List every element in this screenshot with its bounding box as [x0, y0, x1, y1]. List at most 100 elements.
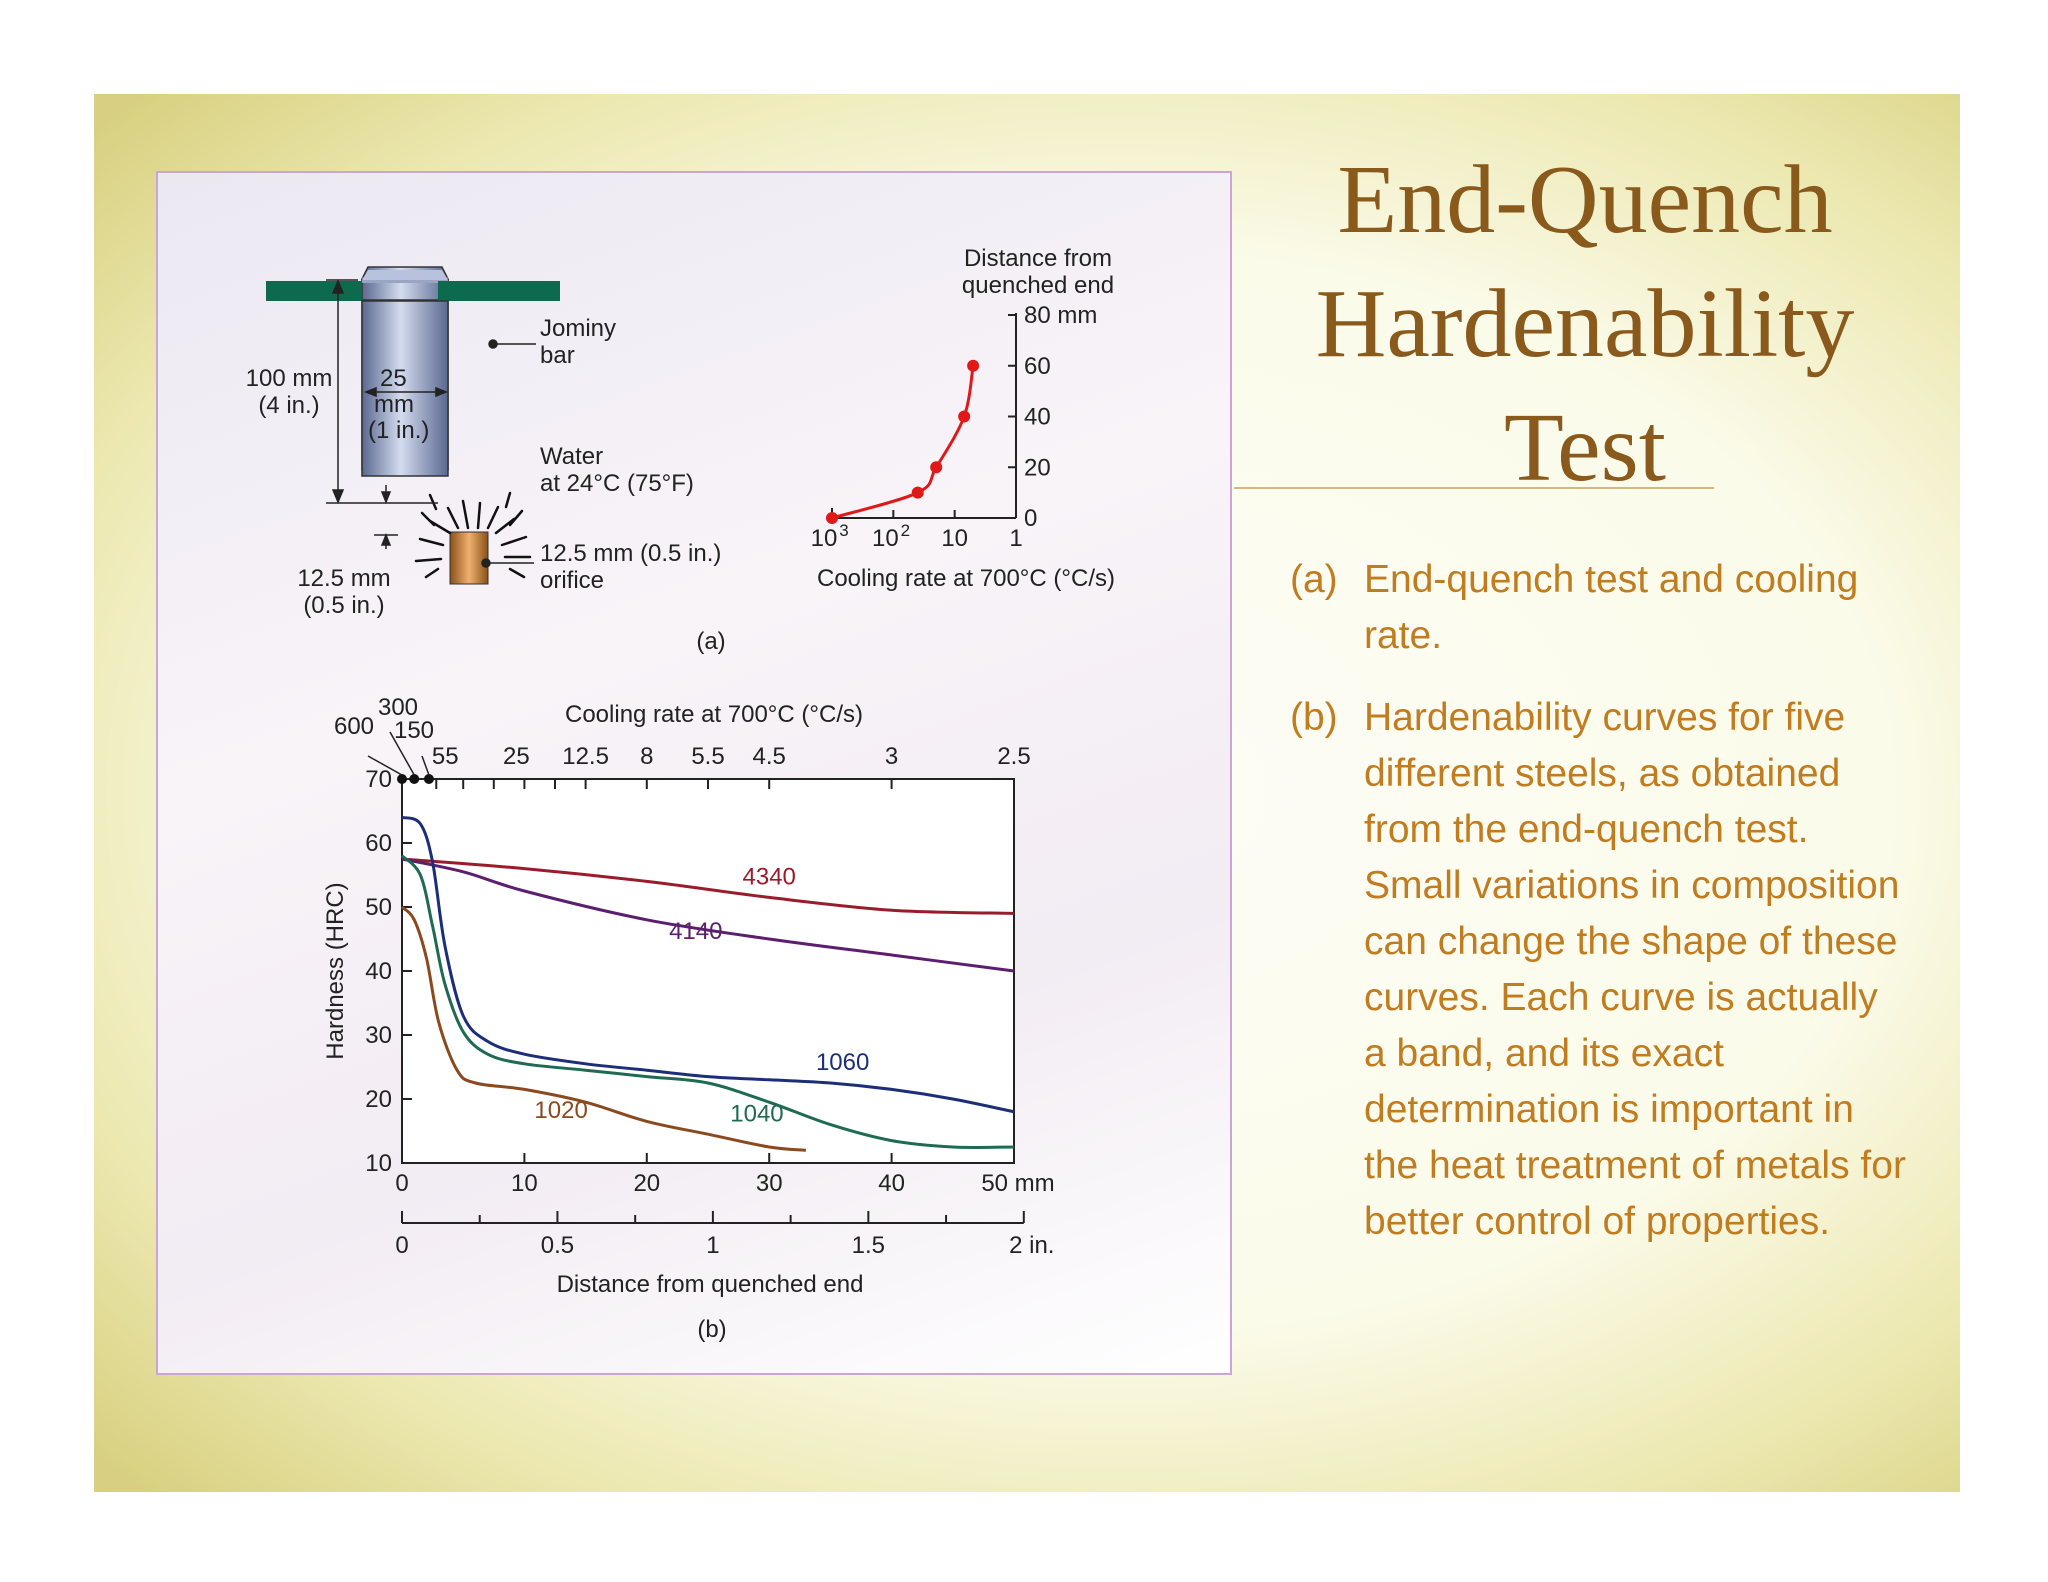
- series-line-1040: [400, 854, 1015, 1149]
- high-rate-leader: [367, 755, 403, 776]
- inset-curve: [831, 365, 975, 520]
- x-tick-label: 30: [756, 1170, 783, 1197]
- inset-x-tick-label: 10: [811, 525, 838, 552]
- inset-y-tick-label: 60: [1024, 353, 1051, 380]
- inset-ylabel-1: Distance from: [964, 245, 1112, 272]
- y-tick-label: 60: [365, 830, 392, 857]
- inset-point: [967, 359, 980, 372]
- series-line-4140: [401, 857, 1015, 973]
- gap-label-2: (0.5 in.): [303, 592, 384, 619]
- y-tick-label: 70: [365, 766, 392, 793]
- part-label-b: (b): [697, 1316, 726, 1343]
- high-rate-label: 600: [334, 713, 374, 740]
- inset-xlabel: Cooling rate at 700°C (°C/s): [817, 565, 1115, 592]
- height-label-2: (4 in.): [258, 392, 319, 419]
- top-tick-label: 3: [885, 743, 898, 770]
- x-tick-label: 10: [511, 1170, 538, 1197]
- inset-y-tick-label: 40: [1024, 404, 1051, 431]
- title-line-3: Test: [1504, 394, 1666, 502]
- high-rate-leader: [421, 755, 430, 776]
- y-tick-label: 30: [365, 1022, 392, 1049]
- x-axis-label: Distance from quenched end: [557, 1271, 864, 1298]
- inset-point: [930, 461, 943, 474]
- top-tick-label: 4.5: [753, 743, 786, 770]
- orifice-label-1: 12.5 mm (0.5 in.): [540, 540, 721, 567]
- high-rate-dot: [423, 774, 434, 784]
- bar-label-2: bar: [540, 342, 575, 369]
- water-spray: [414, 491, 532, 579]
- diameter-label-3: (1 in.): [368, 417, 429, 444]
- top-tick-label: 12.5: [562, 743, 609, 770]
- figure-panel: 25 mm (1 in.) 100 mm (4 in.) Jominy bar …: [156, 171, 1232, 1375]
- inset-y-tick-label: 20: [1024, 454, 1051, 481]
- inch-tick-label: 1: [706, 1232, 719, 1259]
- inset-x-tick-label: 1: [1009, 525, 1022, 552]
- inset-ylabel-2: quenched end: [962, 272, 1114, 299]
- inset-x-tick-label: 10: [872, 525, 899, 552]
- high-rate-dot: [397, 774, 407, 784]
- caption-item-b: (b) Hardenability curves for five differ…: [1290, 690, 1910, 1250]
- series-label-4340: 4340: [743, 864, 796, 891]
- caption-list: (a) End-quench test and cooling rate. (b…: [1290, 552, 1910, 1276]
- caption-label-a: (a): [1290, 558, 1338, 601]
- series-line-4340: [401, 857, 1015, 915]
- inset-y-tick-label: 80 mm: [1024, 302, 1097, 329]
- inch-tick-label: 1.5: [852, 1232, 885, 1259]
- high-rate-leader: [389, 731, 415, 776]
- high-rate-label: 150: [394, 717, 434, 744]
- figure-svg: 25 mm (1 in.) 100 mm (4 in.) Jominy bar …: [246, 245, 1115, 1343]
- top-tick-label: 25: [503, 743, 530, 770]
- x-tick-label: 50 mm: [981, 1170, 1054, 1197]
- inset-x-tick-exponent: 2: [901, 521, 910, 540]
- title-line-2: Hardenability: [1315, 270, 1855, 378]
- title-line-1: End-Quench: [1337, 146, 1833, 254]
- support-inner: [438, 281, 448, 301]
- y-tick-label: 20: [365, 1086, 392, 1113]
- inset-cooling-chart: Distance from quenched end Cooling rate …: [811, 245, 1115, 592]
- top-axis-label: Cooling rate at 700°C (°C/s): [565, 701, 863, 728]
- diameter-label-2: mm: [374, 391, 414, 418]
- caption-text-b: Hardenability curves for five different …: [1364, 696, 1906, 1243]
- y-tick-label: 50: [365, 894, 392, 921]
- support-right: [448, 281, 560, 301]
- caption-label-b: (b): [1290, 696, 1338, 739]
- caption-text-a: End-quench test and cooling rate.: [1364, 558, 1859, 657]
- slide-title: End-Quench Hardenability Test: [1240, 138, 1930, 510]
- water-label-2: at 24°C (75°F): [540, 470, 694, 497]
- series-line-1060: [401, 815, 1015, 1114]
- inch-tick-label: 0: [395, 1232, 408, 1259]
- caption-item-a: (a) End-quench test and cooling rate.: [1290, 552, 1910, 664]
- orifice-label-2: orifice: [540, 567, 604, 594]
- jominy-apparatus: 25 mm (1 in.) 100 mm (4 in.) Jominy bar …: [246, 266, 721, 619]
- series-label-1020: 1020: [534, 1097, 587, 1124]
- bar-label-1: Jominy: [540, 315, 616, 342]
- inch-tick-label: 2 in.: [1009, 1232, 1054, 1259]
- high-rate-label: 300: [378, 694, 418, 721]
- plot-area: [401, 778, 1015, 1164]
- x-tick-label: 0: [395, 1170, 408, 1197]
- support-left: [266, 281, 362, 301]
- inset-x-tick-label: 10: [941, 525, 968, 552]
- height-label-1: 100 mm: [246, 365, 333, 392]
- top-tick-label: 5.5: [691, 743, 724, 770]
- inset-point: [826, 512, 838, 524]
- inset-point: [958, 410, 971, 423]
- gap-label-1: 12.5 mm: [297, 565, 390, 592]
- water-label-1: Water: [540, 443, 603, 470]
- top-tick-label: 8: [640, 743, 653, 770]
- jominy-bar-rim: [362, 280, 448, 283]
- series-label-1060: 1060: [816, 1049, 869, 1076]
- series-label-1040: 1040: [730, 1100, 783, 1127]
- title-underline: [1234, 487, 1714, 489]
- water-nozzle: [449, 531, 489, 585]
- dimension-lines: [326, 279, 536, 568]
- y-tick-label: 10: [365, 1150, 392, 1177]
- y-tick-label: 40: [365, 958, 392, 985]
- inset-x-tick-exponent: 3: [839, 521, 848, 540]
- x-tick-label: 40: [878, 1170, 905, 1197]
- series-label-4140: 4140: [669, 918, 722, 945]
- inset-point: [911, 486, 924, 499]
- part-label-a: (a): [696, 628, 725, 655]
- series-line-1020: [400, 905, 807, 1152]
